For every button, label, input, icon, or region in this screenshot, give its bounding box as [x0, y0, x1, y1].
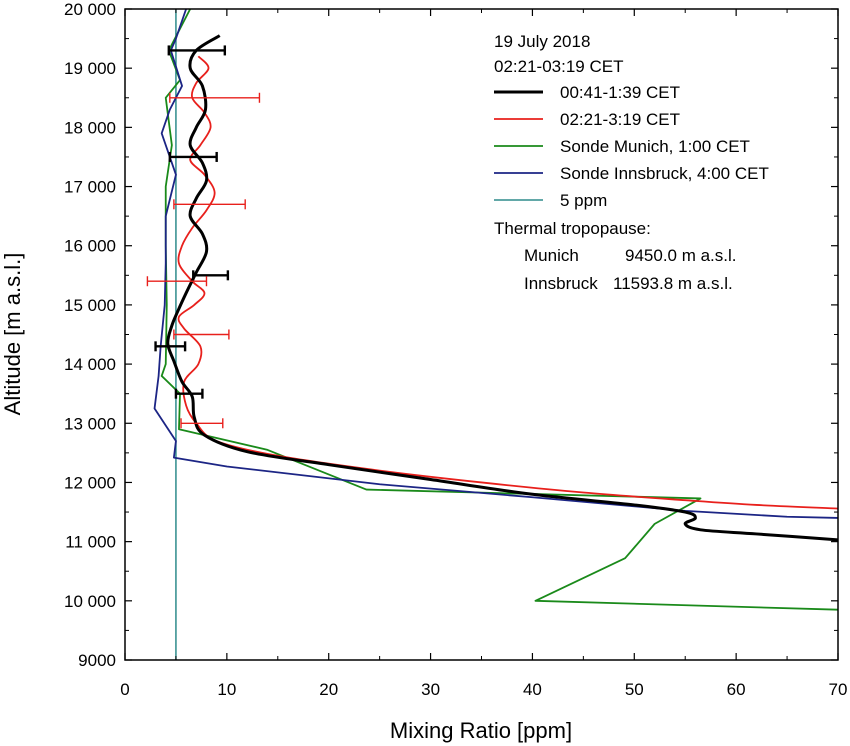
- plot-frame: [124, 8, 839, 661]
- legend-label-black: 00:41-1:39 CET: [560, 83, 680, 102]
- legend-label-green: Sonde Munich, 1:00 CET: [560, 137, 750, 156]
- legend-label-blue: Sonde Innsbruck, 4:00 CET: [560, 164, 769, 183]
- legend-header-date: 19 July 2018: [494, 32, 590, 51]
- tick-layer: 0 10 20 30 40 50 60 70 9000 10 000 11 000 12 000 13 …: [64, 0, 847, 699]
- legend: 19 July 2018 02:21-03:19 CET 00:41-1:39 …: [494, 32, 769, 293]
- y-tick-label: 14 000: [64, 355, 116, 374]
- x-tick-label: 50: [625, 680, 644, 699]
- x-tick-label: 10: [217, 680, 236, 699]
- legend-label-teal: 5 ppm: [560, 191, 607, 210]
- tropopause-value-munich: 9450.0 m a.s.l.: [625, 246, 737, 265]
- y-tick-label: 11 000: [65, 533, 116, 552]
- legend-label-red: 02:21-3:19 CET: [560, 110, 680, 129]
- error-bar-00-41-1-39-cet-4: [174, 388, 204, 399]
- x-tick-label: 40: [523, 680, 542, 699]
- y-tick-label: 15 000: [64, 296, 116, 315]
- series-layer: [153, 9, 838, 660]
- error-bar-02-21-3-19-cet-7: [146, 276, 208, 287]
- series-line-00-41-1-39-cet: [166, 34, 838, 542]
- series-line-sonde-munich-1-00-cet: [160, 9, 838, 611]
- x-tick-label: 60: [727, 680, 746, 699]
- y-tick-label: 9000: [78, 651, 116, 670]
- y-tick-label: 17 000: [64, 178, 116, 197]
- y-tick-label: 18 000: [64, 118, 116, 137]
- y-tick-label: 12 000: [64, 473, 116, 492]
- error-bar-02-21-3-19-cet-9: [180, 418, 224, 429]
- error-bar-02-21-3-19-cet-5: [169, 92, 261, 103]
- x-axis-title: Mixing Ratio [ppm]: [390, 718, 572, 743]
- x-tick-label: 30: [421, 680, 440, 699]
- error-bar-00-41-1-39-cet-3: [154, 341, 187, 352]
- x-tick-label: 70: [829, 680, 848, 699]
- y-tick-label: 10 000: [64, 592, 116, 611]
- error-bar-layer: [146, 45, 261, 429]
- x-tick-label: 0: [120, 680, 129, 699]
- y-tick-label: 13 000: [64, 414, 116, 433]
- error-bar-02-21-3-19-cet-6: [173, 199, 246, 210]
- tropopause-title: Thermal tropopause:: [494, 219, 651, 238]
- error-bar-00-41-1-39-cet-0: [167, 45, 227, 56]
- tropopause-site-munich: Munich: [524, 246, 579, 265]
- y-tick-label: 16 000: [64, 237, 116, 256]
- y-tick-label: 19 000: [64, 59, 116, 78]
- tropopause-value-innsbruck: 11593.8 m a.s.l.: [613, 274, 733, 293]
- tropopause-site-innsbruck: Innsbruck: [524, 274, 598, 293]
- series-line-02-21-3-19-cet: [177, 55, 838, 510]
- x-tick-label: 20: [319, 680, 338, 699]
- error-bar-02-21-3-19-cet-8: [173, 329, 230, 340]
- y-tick-label: 20 000: [64, 0, 116, 19]
- y-axis-title: Altitude [m a.s.l.]: [0, 253, 25, 416]
- error-bar-00-41-1-39-cet-1: [168, 151, 218, 162]
- error-bar-00-41-1-39-cet-2: [192, 270, 230, 281]
- legend-header-time: 02:21-03:19 CET: [494, 57, 623, 76]
